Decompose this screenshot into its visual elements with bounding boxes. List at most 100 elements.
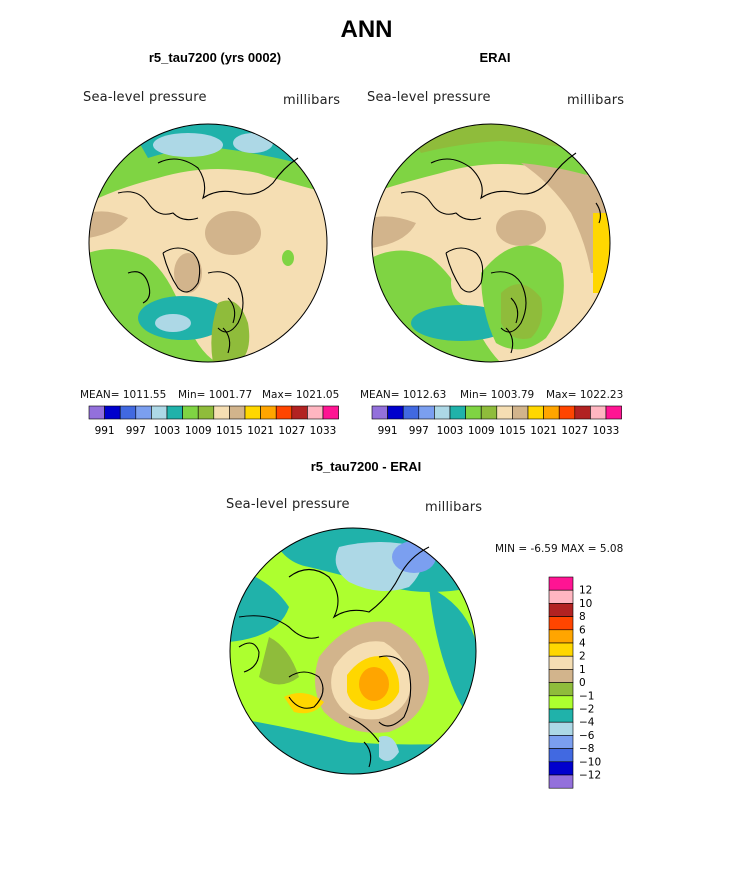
difference-colorbar-swatch xyxy=(548,721,574,736)
panel2-colorbar-tick-label: 1027 xyxy=(561,425,588,437)
difference-colorbar-tick-label: −2 xyxy=(579,704,594,716)
panel2-colorbar-swatch xyxy=(590,405,607,420)
panel1-colorbar-tick-label: 997 xyxy=(126,425,146,437)
panel2-colorbar-swatch xyxy=(480,405,498,420)
panel1-colorbar-tick-label: 1009 xyxy=(185,425,212,437)
panel2-colorbar-swatch xyxy=(558,405,576,420)
difference-colorbar-swatch xyxy=(548,655,574,670)
difference-colorbar-swatch xyxy=(548,708,574,723)
panel2-mean: MEAN= 1012.63 xyxy=(360,389,447,401)
panel2-title: ERAI xyxy=(479,50,511,65)
difference-colorbar-swatch xyxy=(548,589,574,604)
panel2-colorbar-tick-label: 1015 xyxy=(499,425,526,437)
panel2-colorbar-swatch xyxy=(605,405,622,420)
difference-colorbar-tick-label: 2 xyxy=(579,651,586,663)
panel1-mean: MEAN= 1011.55 xyxy=(80,389,167,401)
panel1-colorbar-swatch xyxy=(119,405,137,420)
difference-colorbar-swatch xyxy=(548,669,574,683)
panel2-colorbar-swatch xyxy=(402,405,420,420)
panel2-colorbar-tick-label: 1033 xyxy=(593,425,620,437)
panel1-colorbar-swatch xyxy=(244,405,261,420)
difference-colorbar-tick-label: −10 xyxy=(579,756,601,768)
panel2-colorbar-swatch xyxy=(543,405,560,420)
difference-title: r5_tau7200 - ERAI xyxy=(310,459,422,474)
panel1-units-label: millibars xyxy=(283,93,341,108)
difference-colorbar-tick-label: 6 xyxy=(579,624,586,636)
difference-colorbar-swatch xyxy=(548,616,574,631)
difference-colorbar-tick-label: 12 xyxy=(579,585,592,597)
difference-colorbar-tick-label: 0 xyxy=(579,677,586,689)
panel1-polar-map xyxy=(88,123,328,363)
panel1-colorbar-tick-label: 1021 xyxy=(247,425,274,437)
panel1-colorbar-tick-label: 1033 xyxy=(310,425,337,437)
panel1-colorbar-swatch xyxy=(104,405,121,420)
panel1-colorbar-tick-label: 991 xyxy=(95,425,115,437)
panel2-colorbar-swatch xyxy=(527,405,544,420)
panel2-colorbar-tick-label: 1021 xyxy=(530,425,557,437)
panel2-colorbar-swatch xyxy=(434,405,451,420)
panel1-variable-label: Sea-level pressure xyxy=(83,90,207,105)
difference-units-label: millibars xyxy=(425,500,483,515)
panel1-min: Min= 1001.77 xyxy=(178,389,253,401)
panel2-colorbar-swatch xyxy=(465,405,482,420)
panel1-max: Max= 1021.05 xyxy=(262,389,340,401)
panel1-colorbar-swatch xyxy=(182,405,199,420)
panel2-colorbar-swatch xyxy=(418,405,435,420)
difference-colorbar-tick-label: −6 xyxy=(579,730,595,742)
difference-colorbar-tick-label: −12 xyxy=(579,770,601,782)
panel2-colorbar-tick-label: 991 xyxy=(378,425,398,437)
panel1-colorbar-tick-label: 1015 xyxy=(216,425,243,437)
panel1-colorbar-swatch xyxy=(291,405,308,420)
difference-minmax: MIN = -6.59 MAX = 5.08 xyxy=(495,543,624,555)
difference-colorbar-tick-label: 8 xyxy=(579,611,586,623)
panel2-colorbar-swatch xyxy=(387,405,404,420)
panel2-variable-label: Sea-level pressure xyxy=(367,90,491,105)
panel1-colorbar-tick-label: 1003 xyxy=(154,425,181,437)
panel2-units-label: millibars xyxy=(567,93,625,108)
panel2-colorbar-tick-label: 997 xyxy=(409,425,429,437)
difference-colorbar-tick-label: −4 xyxy=(579,717,595,729)
difference-colorbar-swatch xyxy=(548,576,574,591)
difference-polar-map xyxy=(229,527,477,775)
panel1-colorbar-swatch xyxy=(213,405,230,420)
panel2-colorbar-swatch xyxy=(496,405,513,420)
panel1-colorbar-swatch xyxy=(229,405,246,420)
panel1-colorbar-swatch xyxy=(197,405,215,420)
difference-colorbar-swatch xyxy=(548,682,574,697)
difference-colorbar-swatch xyxy=(548,774,574,789)
panel1-colorbar-swatch xyxy=(260,405,277,420)
main-title: ANN xyxy=(340,16,393,43)
difference-colorbar-swatch xyxy=(548,642,574,657)
difference-colorbar-swatch xyxy=(548,761,574,776)
panel1-colorbar-tick-label: 1027 xyxy=(278,425,305,437)
panel2-max: Max= 1022.23 xyxy=(546,389,624,401)
difference-colorbar-swatch xyxy=(548,748,574,763)
panel2-min: Min= 1003.79 xyxy=(460,389,535,401)
difference-colorbar-tick-label: 10 xyxy=(579,598,592,610)
difference-colorbar-swatch xyxy=(548,629,574,644)
panel2-colorbar-tick-label: 1003 xyxy=(437,425,464,437)
panel2-colorbar-swatch xyxy=(371,405,388,420)
panel2-colorbar-swatch xyxy=(574,405,591,420)
panel1-colorbar-swatch xyxy=(166,405,183,420)
difference-colorbar-tick-label: 4 xyxy=(579,638,586,650)
difference-colorbar-tick-label: −8 xyxy=(579,743,594,755)
panel1-colorbar-swatch xyxy=(135,405,152,420)
difference-variable-label: Sea-level pressure xyxy=(226,497,350,512)
panel1-title: r5_tau7200 (yrs 0002) xyxy=(148,50,282,65)
panel2-colorbar-swatch xyxy=(449,405,466,420)
difference-colorbar-swatch xyxy=(548,603,574,617)
panel2-colorbar-tick-label: 1009 xyxy=(468,425,495,437)
panel2-polar-map xyxy=(371,123,611,363)
panel1-colorbar-swatch xyxy=(307,405,324,420)
panel1-colorbar-swatch xyxy=(88,405,105,420)
panel2-colorbar: 991 997 1003 1009 1015 1021 1027 1033 xyxy=(371,405,622,437)
difference-colorbar-tick-label: −1 xyxy=(579,690,594,702)
panel1-colorbar-swatch xyxy=(322,405,339,420)
panel1-colorbar-swatch xyxy=(275,405,293,420)
difference-colorbar-swatch xyxy=(548,735,574,749)
difference-colorbar-tick-label: 1 xyxy=(579,664,586,676)
difference-colorbar-swatch xyxy=(548,695,574,710)
panel1-colorbar: 991 997 1003 1009 1015 1021 1027 1033 xyxy=(88,405,339,437)
